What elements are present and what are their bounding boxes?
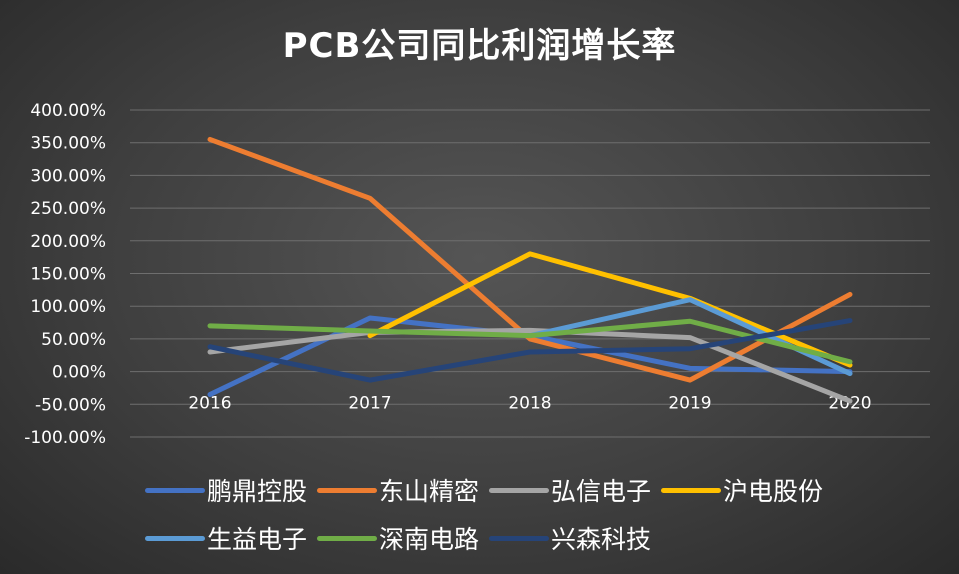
series-line	[207, 327, 853, 404]
x-tick-label: 2016	[188, 394, 231, 414]
legend-label: 深南电路	[379, 525, 480, 554]
legend-item: 东山精密	[317, 472, 479, 508]
y-tick-label: 200.00%	[30, 232, 106, 252]
legend-label: 生益电子	[207, 525, 308, 554]
legend-swatch	[317, 487, 378, 493]
legend-label: 沪电股份	[723, 477, 824, 506]
y-tick-label: -100.00%	[24, 428, 106, 448]
legend-label: 弘信电子	[551, 477, 652, 506]
series-line	[207, 318, 853, 383]
legend-label: 鹏鼎控股	[207, 477, 308, 506]
legend-swatch	[317, 535, 378, 541]
y-tick-label: -50.00%	[35, 395, 106, 415]
x-tick-label: 2019	[668, 394, 711, 414]
y-tick-label: 300.00%	[30, 166, 106, 186]
legend-swatch	[489, 535, 550, 541]
legend-label: 东山精密	[379, 477, 480, 506]
series-lines	[207, 136, 853, 404]
y-tick-label: 100.00%	[30, 297, 106, 317]
legend-item: 兴森科技	[489, 520, 651, 556]
x-tick-label: 2018	[508, 394, 551, 414]
y-axis-tick-labels: 400.00% 350.00% 300.00% 250.00% 200.00% 150.0…	[24, 101, 106, 448]
y-tick-label: 0.00%	[52, 363, 106, 383]
legend-label: 兴森科技	[551, 525, 652, 554]
x-tick-label: 2017	[348, 394, 391, 414]
legend-swatch	[145, 535, 205, 541]
y-tick-label: 400.00%	[30, 101, 106, 121]
legend-item: 弘信电子	[489, 472, 651, 508]
x-axis-tick-labels: 2016 2017 2018 2019 2020	[188, 394, 871, 414]
y-tick-label: 50.00%	[41, 330, 106, 350]
gridlines	[130, 109, 930, 438]
y-tick-label: 350.00%	[30, 134, 106, 154]
legend-item: 沪电股份	[661, 472, 823, 508]
legend-item: 鹏鼎控股	[145, 472, 307, 508]
y-tick-label: 150.00%	[30, 265, 106, 285]
legend-row-2: 生益电子 深南电路 兴森科技	[145, 520, 661, 556]
legend-swatch	[145, 487, 205, 493]
legend-item: 生益电子	[145, 520, 307, 556]
series-line	[367, 251, 853, 368]
series-line	[207, 136, 853, 383]
series-line	[207, 318, 853, 365]
legend-row-1: 鹏鼎控股 东山精密 弘信电子 沪电股份	[145, 472, 833, 508]
y-tick-label: 250.00%	[30, 199, 106, 219]
legend-swatch	[489, 487, 550, 493]
chart-title: PCB公司同比利润增长率	[282, 26, 677, 66]
legend-item: 深南电路	[317, 520, 479, 556]
legend-swatch	[661, 487, 722, 493]
